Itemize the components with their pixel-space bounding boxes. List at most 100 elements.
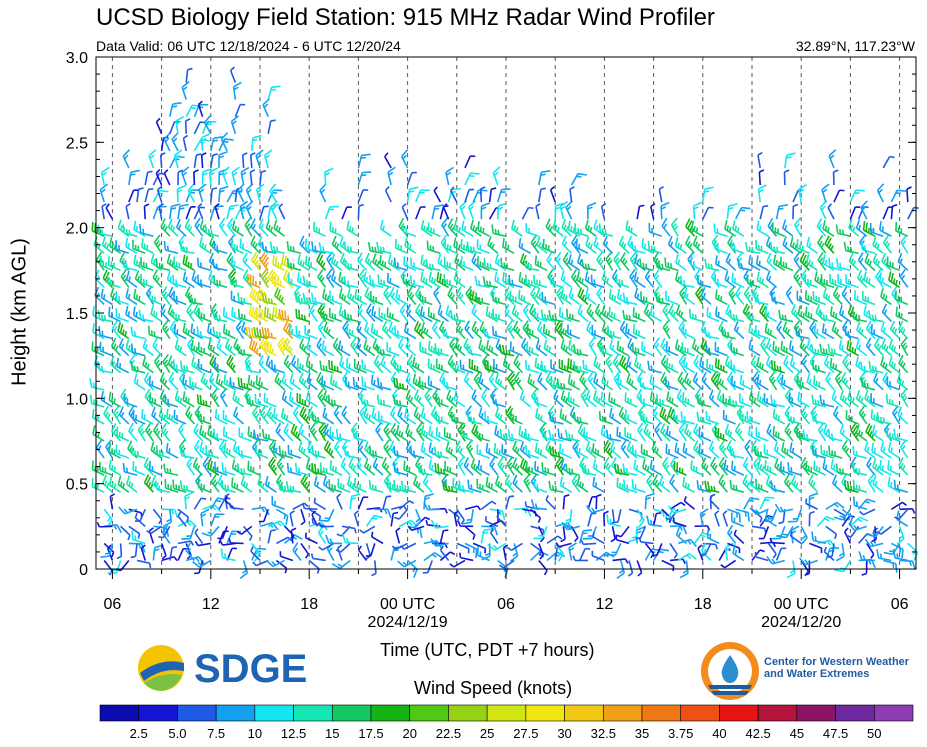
wind-barb-feather (305, 458, 310, 469)
wind-barb-feather (178, 234, 185, 243)
wind-barb-feather (578, 481, 582, 487)
wind-barb-feather (187, 183, 195, 192)
wind-barb-feather (333, 399, 336, 406)
wind-barb-feather (680, 359, 685, 365)
wind-barb-feather (564, 329, 568, 335)
wind-barb-feather (404, 485, 407, 491)
wind-barb-feather (247, 396, 252, 402)
wind-barb-feather (279, 481, 284, 487)
wind-barb-feather (221, 393, 226, 399)
wind-barb-feather (574, 223, 577, 233)
wind-barb-feather (398, 430, 401, 436)
wind-barb-feather (589, 377, 594, 383)
wind-barb-feather (166, 270, 171, 280)
wind-barb-feather (565, 226, 569, 232)
wind-barb-feather (710, 446, 715, 452)
wind-barb-feather (581, 278, 584, 284)
wind-barb (210, 513, 217, 527)
wind-barb-feather (359, 529, 365, 534)
wind-barb-feather (235, 412, 239, 418)
wind-barb-feather (616, 288, 621, 299)
wind-barb-feather (133, 254, 137, 264)
wind-barb-feather (148, 527, 154, 532)
wind-barb-feather (712, 373, 719, 383)
wind-barb-feather (263, 103, 269, 108)
wind-barb (337, 547, 343, 561)
wind-barb-feather (116, 555, 122, 560)
wind-barb-feather (625, 220, 629, 230)
wind-barb (152, 173, 160, 186)
wind-barb-feather (182, 322, 186, 332)
wind-barb-feather (502, 433, 506, 439)
wind-barb-feather (654, 398, 658, 404)
wind-barb-feather (125, 467, 128, 473)
wind-barb-feather (560, 538, 566, 543)
wind-barb-feather (437, 253, 442, 263)
wind-barb (353, 513, 360, 527)
wind-barb-feather (240, 297, 243, 303)
wind-barb-feather (609, 339, 613, 349)
wind-barb-feather (283, 255, 287, 266)
wind-barb-feather (212, 258, 216, 269)
wind-barb-feather (616, 534, 622, 538)
wind-barb-feather (190, 323, 194, 333)
wind-barb-feather (526, 323, 529, 333)
wind-barb-feather (417, 463, 421, 473)
wind-barb-feather (653, 446, 657, 452)
wind-barb-feather (428, 271, 432, 281)
wind-barb-feather (677, 371, 684, 381)
wind-barb-feather (168, 448, 171, 454)
wind-barb-feather (631, 479, 634, 489)
wind-barb-feather (535, 339, 540, 349)
wind-barb (394, 471, 408, 476)
wind-barb-feather (399, 545, 405, 550)
wind-barb-feather (231, 276, 236, 282)
wind-barb-feather (442, 468, 446, 475)
wind-barb-feather (555, 456, 562, 465)
wind-barb-feather (196, 394, 200, 404)
wind-barb-feather (519, 389, 525, 399)
wind-barb (488, 189, 493, 203)
wind-barb-feather (110, 448, 114, 454)
wind-barb-feather (221, 166, 230, 174)
wind-barb-feather (199, 188, 205, 193)
wind-barb-feather (454, 338, 460, 348)
wind-barb-feather (235, 280, 238, 286)
wind-barb-feather (584, 263, 588, 269)
wind-barb-feather (142, 338, 147, 348)
wind-barb-feather (194, 463, 199, 469)
wind-barb-feather (601, 270, 606, 280)
wind-barb-feather (341, 371, 349, 380)
wind-barb-feather (204, 379, 209, 386)
wind-barb (690, 317, 704, 323)
wind-barb-feather (561, 235, 567, 245)
wind-barb-feather (423, 225, 426, 231)
wind-barb (669, 501, 682, 510)
wind-barb-feather (212, 153, 218, 156)
wind-barb-feather (635, 465, 639, 471)
wind-barb-feather (371, 246, 374, 252)
wind-barb (140, 547, 146, 561)
wind-barb-feather (266, 341, 270, 351)
wind-barb-feather (208, 372, 214, 382)
wind-barb-feather (572, 240, 577, 246)
wind-barb-feather (202, 172, 208, 176)
wind-barb-feather (596, 309, 601, 315)
wind-barb-feather (482, 276, 486, 286)
wind-barb-feather (286, 257, 290, 267)
wind-barb-feather (425, 278, 428, 284)
wind-barb-feather (698, 426, 701, 436)
wind-barb-feather (692, 423, 699, 433)
wind-barb-feather (230, 66, 235, 72)
wind-barb-feather (146, 530, 152, 535)
wind-barb-feather (309, 302, 316, 312)
wind-barb (194, 532, 204, 544)
wind-barb-feather (506, 456, 514, 465)
wind-barb-feather (664, 325, 669, 331)
wind-barb (577, 312, 589, 323)
wind-barb-feather (662, 343, 666, 349)
wind-barb-feather (143, 414, 146, 420)
wind-barb-feather (168, 413, 171, 420)
wind-barb-feather (656, 259, 661, 266)
wind-barb-feather (371, 407, 375, 417)
